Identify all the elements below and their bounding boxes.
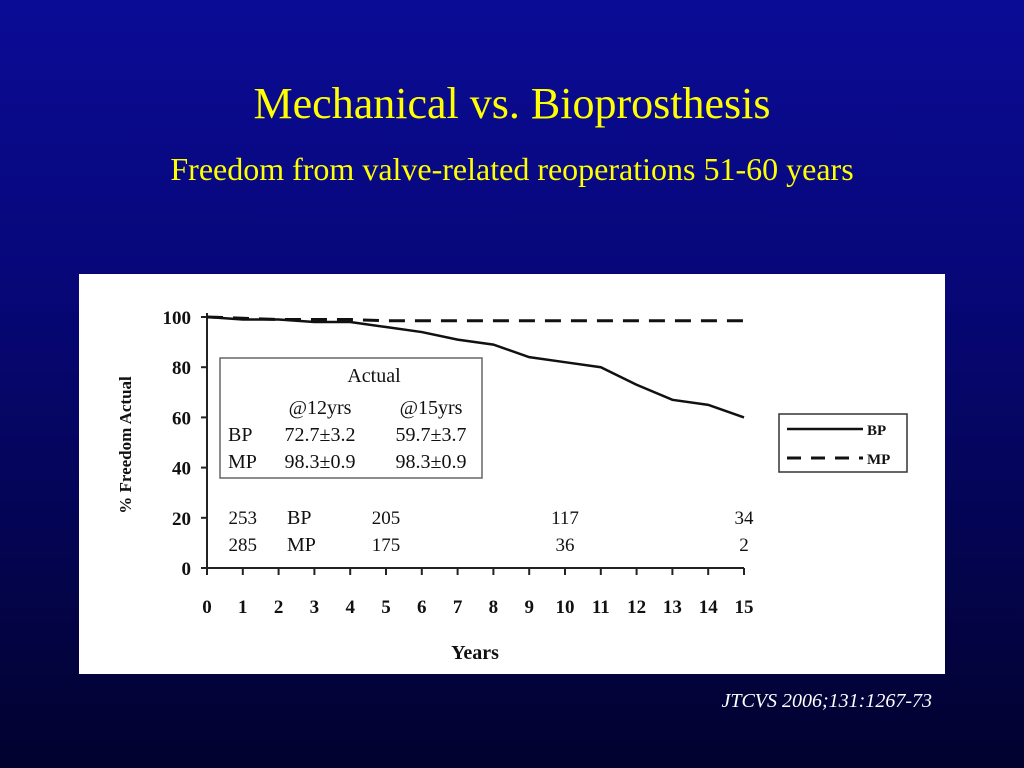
x-tick-label: 9 [524,597,534,618]
inset-row-bp-label: BP [228,424,252,446]
inset-row-mp-12: 98.3±0.9 [285,451,356,473]
at-risk-numbers: BP MP 253 285 205 175 117 36 34 2 [229,507,754,556]
inset-table: Actual @12yrs @15yrs BP 72.7±3.2 59.7±3.… [219,357,483,479]
x-tick-label: 15 [735,597,754,618]
at-risk-bp-value: 34 [735,508,755,529]
x-tick-label: 10 [556,597,575,618]
inset-row-mp-15: 98.3±0.9 [396,451,467,473]
y-tick-label: 40 [172,459,191,480]
at-risk-mp-value: 175 [372,535,401,556]
x-tick-label: 0 [202,597,212,618]
at-risk-bp-value: 253 [229,508,257,529]
y-tick-label: 80 [172,358,191,379]
legend-label-mp: MP [867,452,890,468]
x-tick-label: 5 [381,597,391,618]
x-tick-label: 3 [310,597,320,618]
y-tick-label: 20 [172,509,191,530]
x-tick-label: 1 [238,597,248,618]
x-tick-label: 12 [627,597,646,618]
series-line-mp [206,315,744,323]
legend-label-bp: BP [867,423,886,439]
slide-title: Mechanical vs. Bioprosthesis [253,79,771,128]
x-tick-label: 11 [592,597,610,618]
inset-row-bp-12: 72.7±3.2 [285,424,356,446]
inset-header-12yrs: @12yrs [289,397,352,419]
chart-legend: BP MP [778,413,908,473]
at-risk-mp-value: 2 [739,535,749,556]
y-tick-label: 0 [182,559,192,580]
inset-table-title: Actual [347,365,401,387]
inset-row-mp-label: MP [228,451,257,473]
chart-series [206,315,745,419]
chart-panel: 0 20 40 60 80 100 0 1 2 3 4 5 6 7 8 9 10 11 12 13 14 15 Actua… [79,274,945,674]
y-axis-title: % Freedom Actual [116,376,135,514]
inset-table-border [219,357,483,479]
at-risk-label-mp: MP [287,534,316,556]
at-risk-mp-value: 285 [229,535,257,556]
x-axis-title: Years [451,642,499,664]
citation: JTCVS 2006;131:1267-73 [721,690,932,712]
inset-header-15yrs: @15yrs [400,397,463,419]
at-risk-label-bp: BP [287,507,311,529]
y-tick-label: 60 [172,408,191,429]
legend-border [778,413,908,473]
x-tick-label: 2 [274,597,284,618]
x-tick-label: 7 [453,597,463,618]
at-risk-bp-value: 117 [551,508,579,529]
at-risk-mp-value: 36 [556,535,575,556]
x-tick-label: 13 [663,597,682,618]
x-tick-label: 4 [345,597,355,618]
x-tick-label: 8 [489,597,499,618]
slide-subtitle: Freedom from valve-related reoperations … [170,151,854,187]
x-tick-label: 14 [699,597,719,618]
at-risk-bp-value: 205 [372,508,401,529]
y-tick-label: 100 [163,308,192,329]
x-tick-label: 6 [417,597,427,618]
inset-row-bp-15: 59.7±3.7 [396,424,467,446]
